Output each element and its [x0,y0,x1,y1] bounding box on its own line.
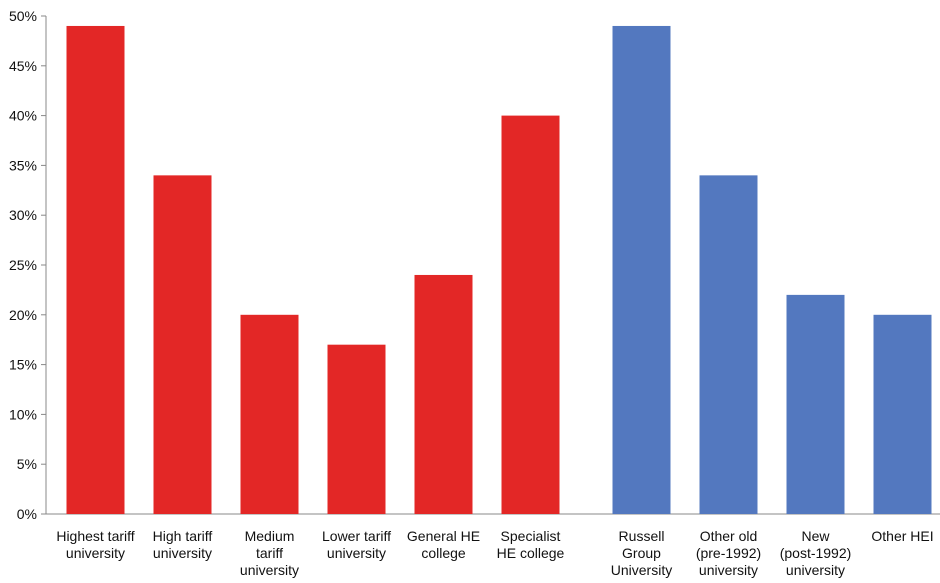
bar-specialist-he-college [501,115,560,514]
y-tick-label: 10% [9,406,37,422]
bars [66,25,932,515]
bar-high-tariff-university [153,175,212,515]
y-tick-label: 30% [9,207,37,223]
y-tick-label: 15% [9,357,37,373]
category-labels: Highest tariff university High tariff unive… [56,528,933,578]
x-tick-label: Medium tariff university [240,528,299,578]
y-tick-label: 25% [9,257,37,273]
x-tick-label: Russell Group University [611,528,672,578]
bar-general-he-college [414,274,473,514]
bar-other-old-pre-1992-university [699,175,758,515]
y-tick-label: 0% [17,506,37,522]
y-tick-label: 35% [9,157,37,173]
x-tick-label: Highest tariff university [56,528,134,561]
bar-russell-group-university [612,25,671,515]
y-tick-label: 40% [9,108,37,124]
x-tick-label: High tariff university [153,528,213,561]
x-tick-label: Other HEI [871,528,933,544]
y-tick-label: 50% [9,8,37,24]
x-tick-label: General HE college [407,528,480,561]
bar-other-hei [873,314,932,514]
y-tick-label: 45% [9,58,37,74]
x-tick-label: Specialist HE college [497,528,565,561]
bar-highest-tariff-university [66,25,125,515]
bar-medium-tariff-university [240,314,299,514]
bar-new-post-1992-university [786,294,845,514]
x-tick-label: Lower tariff university [322,528,391,561]
y-tick-label: 5% [17,456,37,472]
x-tick-label: New (post-1992) university [780,528,852,578]
bar-lower-tariff-university [327,344,386,514]
y-axis: 0% 5% 10% 15% 20% 25% 30% 35% 40% 45% 50% [9,8,47,522]
x-tick-label: Other old (pre-1992) university [696,528,761,578]
y-tick-label: 20% [9,307,37,323]
